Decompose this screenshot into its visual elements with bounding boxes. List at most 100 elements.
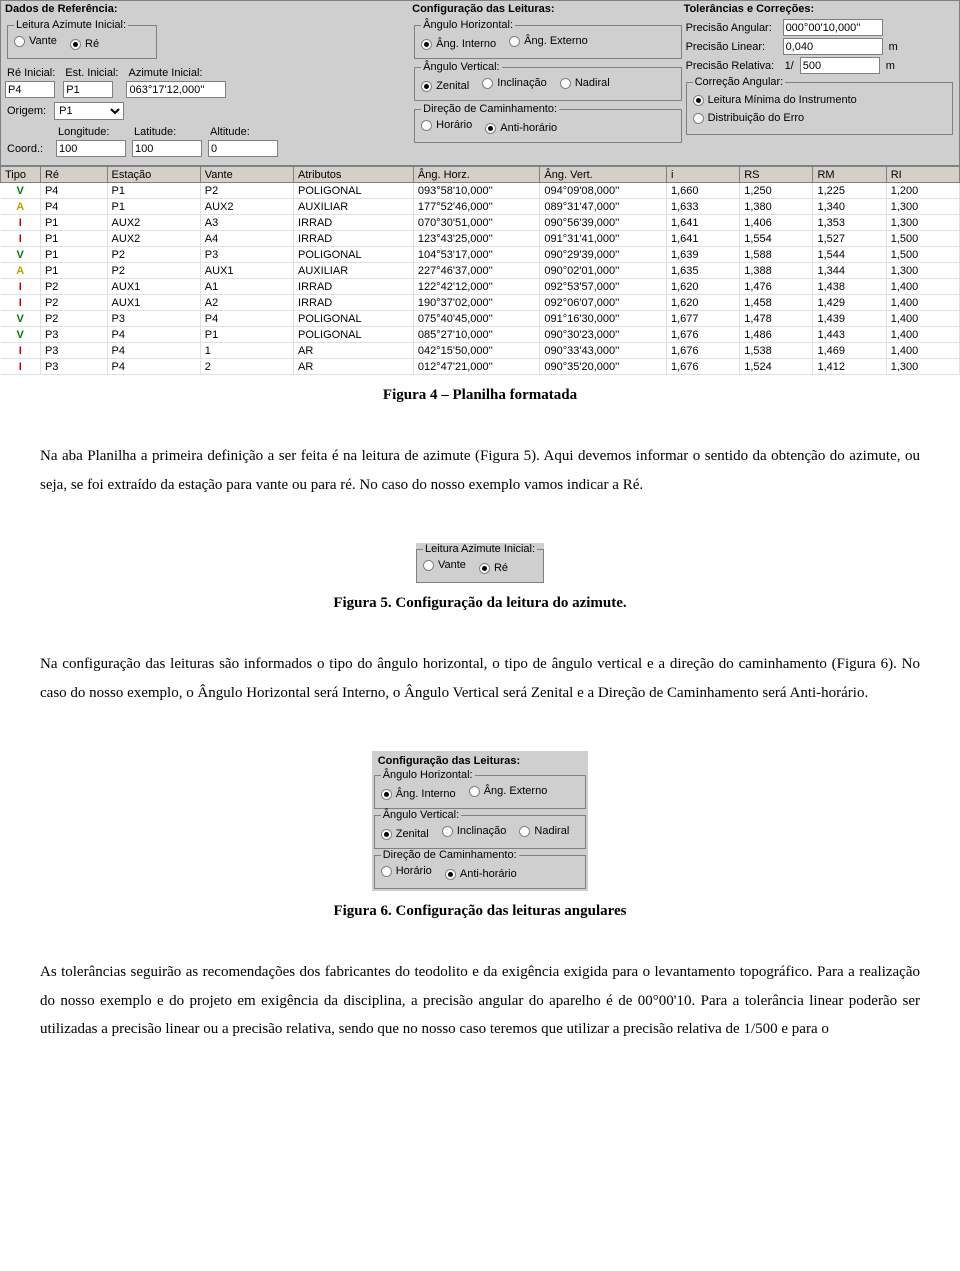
table-cell: AR — [294, 359, 414, 375]
table-cell: P1 — [40, 247, 107, 263]
table-cell: IRRAD — [294, 295, 414, 311]
table-cell: 1,500 — [886, 247, 959, 263]
table-cell: 1,641 — [666, 231, 739, 247]
fig6-radio-horario[interactable]: Horário — [381, 863, 434, 879]
radio-re-label: Ré — [83, 36, 101, 52]
origem-select[interactable]: P1 — [54, 102, 124, 120]
re-inicial-input[interactable] — [5, 81, 55, 98]
table-row[interactable]: VP4P1P2POLIGONAL093°58'10,000''094°09'08… — [1, 183, 960, 199]
table-header-cell[interactable]: i — [666, 167, 739, 183]
radio-vante[interactable]: Vante — [14, 33, 59, 49]
table-cell: 1,300 — [886, 359, 959, 375]
table-header-cell[interactable]: Âng. Vert. — [540, 167, 667, 183]
table-row[interactable]: VP1P2P3POLIGONAL104°53'17,000''090°29'39… — [1, 247, 960, 263]
table-row[interactable]: IP1AUX2A3IRRAD070°30'51,000''090°56'39,0… — [1, 215, 960, 231]
config-leituras-section: Configuração das Leituras: Ângulo Horizo… — [412, 3, 683, 157]
direcao-legend: Direção de Caminhamento: — [421, 103, 559, 115]
table-header-cell[interactable]: Ré — [40, 167, 107, 183]
fig6-radio-nadiral[interactable]: Nadiral — [519, 823, 571, 839]
table-cell: 1,400 — [886, 279, 959, 295]
table-row[interactable]: IP3P42AR012°47'21,000''090°35'20,000''1,… — [1, 359, 960, 375]
table-cell: 1,620 — [666, 295, 739, 311]
fig6-radio-antihorario[interactable]: Anti-horário — [445, 866, 519, 882]
table-cell: 1,554 — [740, 231, 813, 247]
table-cell: AUX1 — [107, 279, 200, 295]
table-cell: 089°31'47,000'' — [540, 199, 667, 215]
radio-zenital[interactable]: Zenital — [421, 78, 471, 94]
table-row[interactable]: IP3P41AR042°15'50,000''090°33'43,000''1,… — [1, 343, 960, 359]
radio-distribuicao[interactable]: Distribuição do Erro — [693, 110, 946, 126]
radio-re[interactable]: Ré — [70, 36, 101, 52]
table-row[interactable]: AP4P1AUX2AUXILIAR177°52'46,000''089°31'4… — [1, 199, 960, 215]
fig6-radio-interno[interactable]: Âng. Interno — [381, 786, 458, 802]
table-cell: P1 — [40, 263, 107, 279]
prec-rel-input[interactable] — [800, 57, 880, 74]
fig5-fieldset: Leitura Azimute Inicial: Vante Ré — [416, 543, 544, 583]
table-cell: A2 — [200, 295, 293, 311]
table-cell: 094°09'08,000'' — [540, 183, 667, 199]
radio-ang-externo[interactable]: Âng. Externo — [509, 33, 590, 49]
table-header-cell[interactable]: Tipo — [1, 167, 41, 183]
radio-icon — [421, 81, 432, 92]
fig6-angvert-legend: Ângulo Vertical: — [381, 809, 461, 821]
az-inicial-input[interactable] — [126, 81, 226, 98]
table-header-cell[interactable]: Âng. Horz. — [413, 167, 540, 183]
correcao-legend: Correção Angular: — [693, 76, 786, 88]
ang-vert-legend: Ângulo Vertical: — [421, 61, 501, 73]
table-row[interactable]: IP2AUX1A2IRRAD190°37'02,000''092°06'07,0… — [1, 295, 960, 311]
table-cell: P2 — [40, 279, 107, 295]
radio-antihorario[interactable]: Anti-horário — [485, 120, 559, 136]
table-cell: 1,344 — [813, 263, 886, 279]
radio-icon — [519, 826, 530, 837]
radio-nadiral[interactable]: Nadiral — [560, 75, 612, 91]
table-header-cell[interactable]: RI — [886, 167, 959, 183]
table-row[interactable]: VP3P4P1POLIGONAL085°27'10,000''090°30'23… — [1, 327, 960, 343]
prec-ang-input[interactable] — [783, 19, 883, 36]
latitude-input[interactable] — [132, 140, 202, 157]
table-cell: 1 — [200, 343, 293, 359]
radio-icon — [560, 78, 571, 89]
table-cell: A1 — [200, 279, 293, 295]
table-cell: 1,544 — [813, 247, 886, 263]
radio-horario[interactable]: Horário — [421, 117, 474, 133]
table-row[interactable]: AP1P2AUX1AUXILIAR227°46'37,000''090°02'0… — [1, 263, 960, 279]
table-cell: IRRAD — [294, 215, 414, 231]
table-cell: P3 — [200, 247, 293, 263]
altitude-input[interactable] — [208, 140, 278, 157]
top-panel: Dados de Referência: Leitura Azimute Ini… — [0, 0, 960, 166]
table-row[interactable]: VP2P3P4POLIGONAL075°40'45,000''091°16'30… — [1, 311, 960, 327]
table-cell: IRRAD — [294, 231, 414, 247]
radio-leitura-min[interactable]: Leitura Mínima do Instrumento — [693, 92, 946, 108]
radio-inclinacao[interactable]: Inclinação — [482, 75, 549, 91]
fig6-radio-zenital[interactable]: Zenital — [381, 826, 431, 842]
fig5-radio-re[interactable]: Ré — [479, 560, 510, 576]
radio-icon — [421, 120, 432, 131]
table-header-cell[interactable]: RS — [740, 167, 813, 183]
table-cell: 1,300 — [886, 263, 959, 279]
table-cell: V — [1, 183, 41, 199]
longitude-input[interactable] — [56, 140, 126, 157]
table-cell: 1,527 — [813, 231, 886, 247]
table-header-cell[interactable]: Estação — [107, 167, 200, 183]
fig6-radio-inclinacao[interactable]: Inclinação — [442, 823, 509, 839]
table-cell: 1,676 — [666, 343, 739, 359]
table-row[interactable]: IP1AUX2A4IRRAD123°43'25,000''091°31'41,0… — [1, 231, 960, 247]
table-cell: P2 — [200, 183, 293, 199]
table-header-cell[interactable]: RM — [813, 167, 886, 183]
prec-lin-input[interactable] — [783, 38, 883, 55]
tolerancias-section: Tolerâncias e Correções: Precisão Angula… — [684, 3, 955, 157]
table-cell: AUX1 — [200, 263, 293, 279]
table-header-cell[interactable]: Atributos — [294, 167, 414, 183]
table-header-cell[interactable]: Vante — [200, 167, 293, 183]
fig6-radio-externo[interactable]: Âng. Externo — [469, 783, 550, 799]
data-table: TipoRéEstaçãoVanteAtributosÂng. Horz.Âng… — [0, 166, 960, 375]
est-inicial-label: Est. Inicial: — [63, 65, 120, 81]
table-cell: P4 — [107, 327, 200, 343]
table-cell: P4 — [200, 311, 293, 327]
fig5-radio-vante[interactable]: Vante — [423, 557, 468, 573]
radio-ang-interno[interactable]: Âng. Interno — [421, 36, 498, 52]
table-cell: 090°33'43,000'' — [540, 343, 667, 359]
table-row[interactable]: IP2AUX1A1IRRAD122°42'12,000''092°53'57,0… — [1, 279, 960, 295]
fig6-antihorario-label: Anti-horário — [458, 866, 519, 882]
est-inicial-input[interactable] — [63, 81, 113, 98]
